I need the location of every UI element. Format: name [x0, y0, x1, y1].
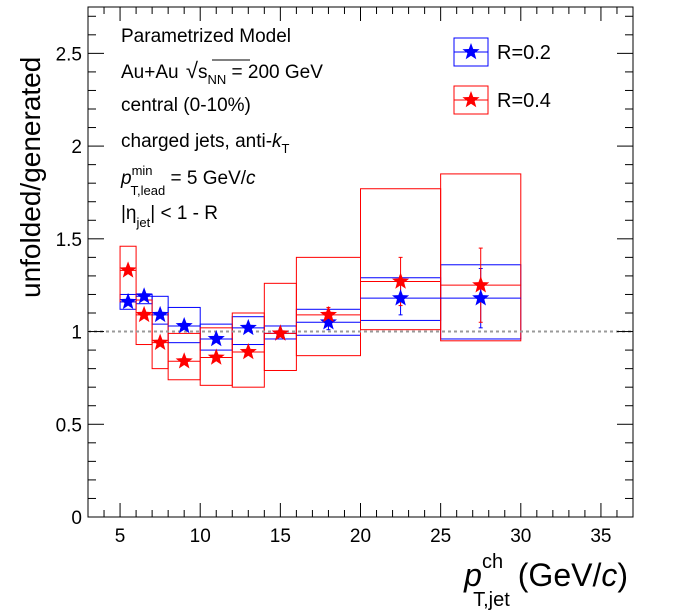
data-point-r02-5: [240, 319, 257, 335]
x-tick-label: 15: [270, 526, 291, 547]
annotation-jets: charged jets, anti-kT: [121, 131, 290, 156]
annotation-lead-cut: pmin T,lead = 5 GeV/c: [120, 163, 256, 198]
y-tick-label: 0: [71, 508, 82, 529]
axes: 5 10 15 20 25 30 35 0 0.5 1 1.5 2 2.5: [56, 7, 633, 547]
x-tick-label: 35: [590, 526, 611, 547]
annotation-block: Parametrized Model Au+Au √sNN = 200 GeV …: [120, 26, 323, 230]
y-axis-label: unfolded/generated: [15, 57, 46, 298]
legend: R=0.2 R=0.4: [454, 38, 551, 114]
data-point-r04-1: [136, 306, 153, 322]
x-tick-label: 20: [350, 526, 371, 547]
data-point-r04-3: [176, 352, 193, 368]
x-tick-label: 25: [430, 526, 451, 547]
x-axis-label: pch T,jet(GeV/c): [463, 551, 628, 610]
y-tick-label: 2.5: [56, 44, 82, 65]
error-bars: [120, 248, 521, 363]
annotation-system: Au+Au √sNN = 200 GeV: [121, 58, 323, 87]
data-point-r04-2: [152, 334, 169, 350]
legend-star-icon-r02: [462, 43, 479, 59]
y-tick-label: 0.5: [56, 415, 82, 436]
legend-entry-r04: R=0.4: [454, 86, 551, 114]
x-tick-label: 10: [190, 526, 211, 547]
y-tick-label: 1.5: [56, 230, 82, 251]
y-tick-label: 1: [71, 323, 82, 344]
annotation-model: Parametrized Model: [121, 26, 291, 47]
data-point-r02-0: [120, 293, 137, 309]
legend-entry-r02: R=0.2: [454, 38, 551, 66]
x-tick-label: 30: [510, 526, 531, 547]
legend-label-r02: R=0.2: [497, 42, 551, 64]
data-point-r04-5: [240, 343, 257, 359]
x-tick-label: 5: [115, 526, 126, 547]
annotation-eta: |ηjet| < 1 - R: [121, 203, 218, 230]
data-point-r02-2: [152, 306, 169, 322]
y-tick-label: 2: [71, 137, 82, 158]
legend-star-icon-r04: [462, 91, 479, 107]
legend-label-r04: R=0.4: [497, 90, 551, 112]
data-point-r04-6: [272, 324, 289, 340]
data-point-r04-4: [208, 349, 225, 365]
data-point-r02-1: [136, 287, 153, 303]
data-point-r04-0: [120, 261, 137, 277]
annotation-centrality: central (0-10%): [121, 95, 251, 116]
